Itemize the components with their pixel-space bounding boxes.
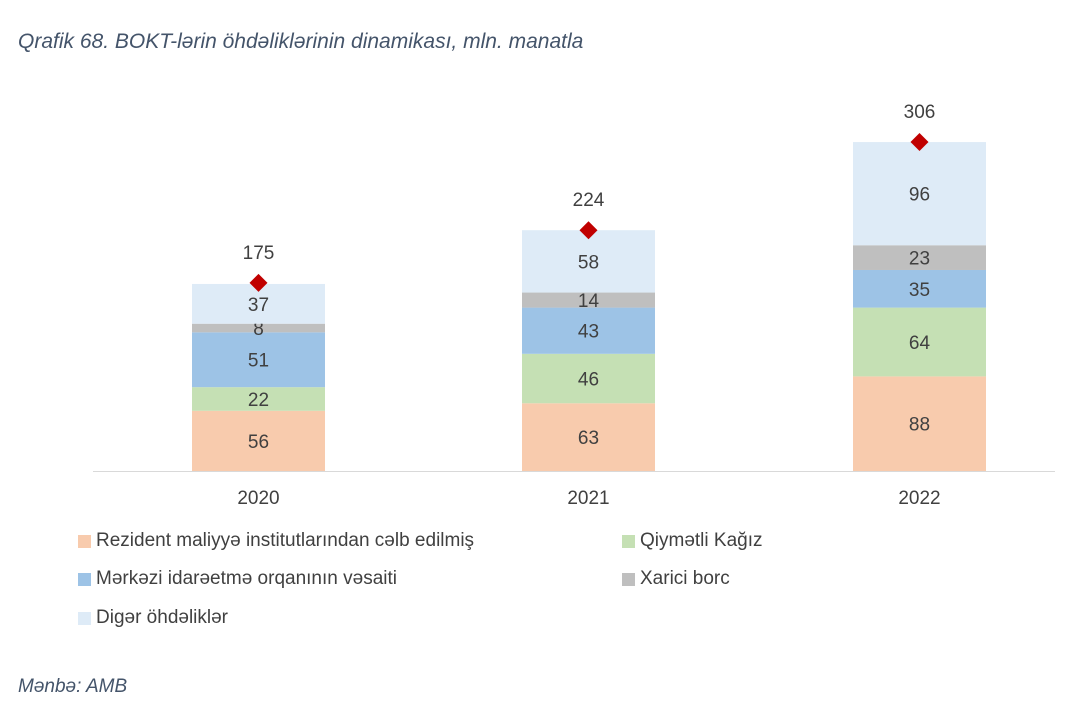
legend-swatch (78, 611, 91, 625)
legend-label: Qiymətli Kağız (640, 530, 763, 551)
data-label: 14 (578, 291, 600, 312)
legend-item: Mərkəzi idarəetmə orqanının vəsaiti (78, 568, 397, 590)
legend-item: Digər öhdəliklər (78, 607, 228, 629)
bar-segment (192, 410, 325, 471)
total-marker (910, 133, 929, 152)
bar-segment (192, 332, 325, 388)
total-marker (579, 221, 598, 240)
bar-segment (522, 292, 655, 308)
bar-segment (522, 403, 655, 471)
bar-segment (853, 269, 986, 308)
legend-swatch (78, 572, 91, 586)
legend-swatch (622, 572, 635, 586)
bar-segment (192, 387, 325, 411)
data-label: 56 (248, 432, 269, 453)
bar-segment (853, 307, 986, 377)
bar-segment (853, 245, 986, 270)
data-label: 64 (909, 333, 931, 354)
x-tick-label: 2021 (567, 488, 609, 509)
data-label: 22 (248, 390, 269, 411)
total-label: 175 (243, 243, 275, 264)
legend-label: Digər öhdəliklər (96, 607, 229, 628)
chart-title: Qrafik 68. BOKT-lərin öhdəliklərinin din… (18, 30, 584, 53)
legend-label: Mərkəzi idarəetmə orqanının vəsaiti (96, 568, 397, 589)
total-marker (249, 273, 268, 292)
legend-label: Xarici borc (640, 568, 730, 589)
data-label: 8 (253, 319, 264, 340)
bar-segment (522, 230, 655, 293)
legend-item: Xarici borc (622, 568, 730, 590)
legend-swatch (622, 534, 635, 548)
bar-segment (192, 323, 325, 333)
bar-segment (853, 142, 986, 246)
legend-swatch (78, 534, 91, 548)
data-label: 37 (248, 295, 269, 316)
bar-segment (522, 353, 655, 404)
x-tick-label: 2020 (237, 488, 279, 509)
legend-item: Rezident maliyyə institutlarından cəlb e… (78, 530, 474, 552)
data-label: 43 (578, 322, 599, 343)
x-tick-label: 2022 (898, 488, 940, 509)
bar-segment (853, 376, 986, 471)
data-label: 51 (248, 351, 269, 372)
bar-segment (522, 307, 655, 354)
data-label: 96 (909, 185, 930, 206)
legend-item: Qiymətli Kağız (622, 530, 762, 552)
source-note: Mənbə: AMB (18, 676, 128, 697)
data-label: 35 (909, 280, 930, 301)
data-label: 88 (909, 415, 930, 436)
data-label: 63 (578, 428, 599, 449)
data-label: 46 (578, 370, 599, 391)
data-label: 23 (909, 249, 930, 270)
legend-label: Rezident maliyyə institutlarından cəlb e… (96, 530, 475, 551)
total-label: 224 (573, 190, 605, 211)
total-label: 306 (904, 102, 936, 123)
data-label: 58 (578, 252, 599, 273)
